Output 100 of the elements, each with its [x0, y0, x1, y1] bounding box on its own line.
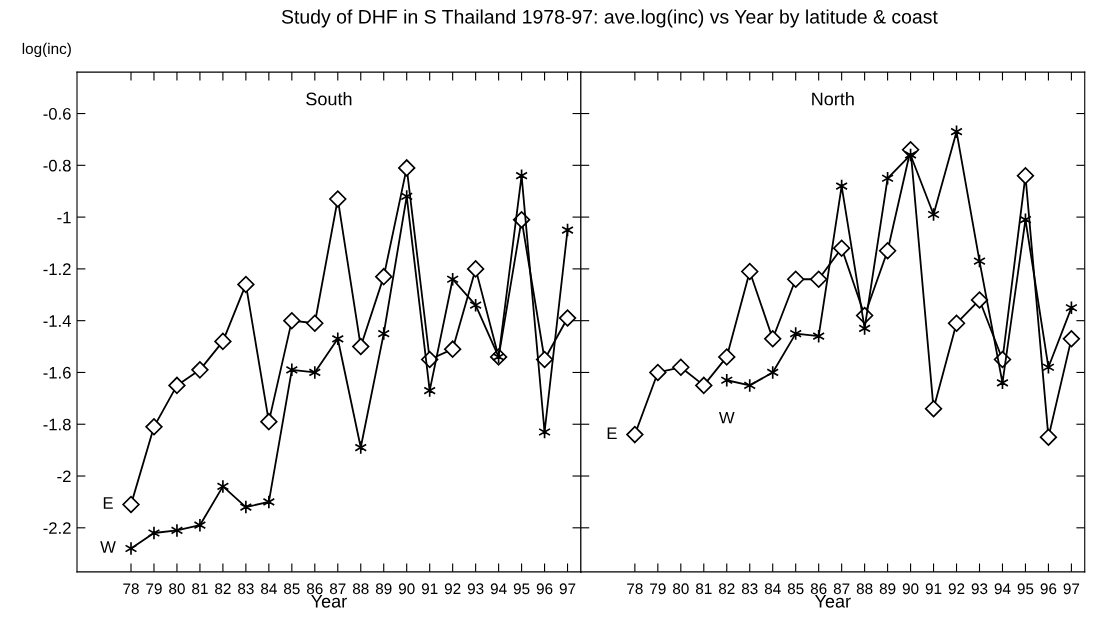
x-tick-label: 80: [169, 583, 185, 595]
point: [672, 358, 690, 376]
point: [193, 518, 207, 533]
point: [260, 412, 278, 431]
point: [809, 270, 828, 288]
y-tick-label: -2.2: [43, 522, 71, 534]
series-label: W: [718, 411, 735, 424]
point: [214, 332, 232, 351]
y-tick-label: -1.6: [43, 366, 71, 379]
y-tick-label: -0.6: [43, 107, 71, 120]
point: [718, 348, 736, 366]
point: [970, 291, 989, 309]
point: [216, 479, 230, 494]
point: [191, 361, 209, 379]
point: [375, 267, 393, 286]
y-tick-label: -1.4: [43, 315, 71, 327]
point: [832, 239, 851, 257]
point: [720, 373, 734, 388]
x-tick-label: 78: [123, 583, 139, 595]
x-tick-label: 89: [879, 583, 896, 595]
x-tick-label: 78: [627, 583, 643, 595]
point: [812, 329, 825, 344]
x-tick-label: 87: [833, 583, 850, 595]
x-axis-title: Year: [814, 595, 851, 608]
point: [398, 159, 416, 177]
x-tick-label: 86: [810, 583, 827, 595]
x-tick-label: 82: [718, 583, 735, 595]
x-tick-label: 87: [329, 583, 346, 595]
point: [443, 340, 462, 358]
point: [626, 425, 644, 444]
point: [377, 326, 390, 341]
x-axis-title: Year: [311, 595, 347, 608]
point: [262, 494, 276, 510]
point: [423, 383, 436, 398]
x-tick-label: 85: [284, 583, 300, 595]
x-tick-label: 92: [948, 583, 965, 595]
x-tick-label: 97: [1063, 583, 1080, 595]
y-tick-label: -0.8: [43, 159, 71, 172]
point: [354, 440, 368, 455]
text: North: [812, 92, 854, 106]
x-tick-label: 91: [421, 583, 438, 595]
point: [122, 495, 140, 514]
x-tick-label: 93: [467, 583, 484, 595]
x-tick-label: 83: [238, 583, 254, 595]
x-tick-label: 88: [856, 583, 873, 595]
point: [764, 330, 782, 348]
point: [170, 523, 184, 538]
y-tick-label: -1.2: [43, 263, 71, 275]
x-tick-label: 83: [741, 583, 758, 595]
x-tick-label: 90: [902, 583, 919, 595]
point: [145, 418, 163, 436]
point: [285, 362, 299, 377]
x-tick-label: 95: [1017, 583, 1034, 595]
x-tick-label: 89: [375, 583, 392, 595]
point: [352, 337, 370, 356]
point: [924, 400, 943, 418]
point: [695, 376, 713, 395]
point: [558, 309, 577, 327]
x-tick-label: 79: [146, 583, 162, 595]
point: [947, 314, 966, 332]
point: [329, 190, 347, 208]
point: [331, 331, 345, 346]
series-label: W: [100, 541, 116, 553]
point: [878, 242, 897, 260]
y-axis-title: log(inc): [22, 42, 71, 58]
x-tick-label: 80: [672, 583, 689, 595]
y-tick-label: -1.8: [43, 418, 71, 431]
x-tick-label: 96: [536, 583, 553, 595]
point: [239, 500, 253, 515]
y-tick-label: -1: [57, 211, 71, 224]
point: [306, 314, 324, 332]
chart-title: Study of DHF in S Thailand 1978-97: ave.log(inc) vs Year by latitude & coast: [281, 9, 938, 28]
point: [535, 350, 554, 369]
x-tick-label: 81: [192, 583, 208, 595]
y-tick-label: -2: [57, 470, 71, 483]
x-tick-label: 91: [925, 583, 942, 595]
x-tick-label: 85: [787, 583, 804, 595]
point: [743, 378, 756, 393]
x-tick-label: 94: [490, 583, 507, 595]
point: [1039, 428, 1058, 446]
point: [787, 270, 805, 288]
x-tick-label: 86: [306, 583, 323, 595]
point: [1062, 330, 1081, 348]
point: [466, 260, 485, 278]
x-tick-label: 84: [764, 583, 781, 595]
x-tick-label: 97: [559, 583, 576, 595]
x-tick-label: 82: [215, 583, 231, 595]
point: [283, 311, 301, 330]
point: [1016, 166, 1035, 185]
x-tick-label: 92: [444, 583, 461, 595]
point: [649, 363, 667, 382]
x-tick-label: 79: [650, 583, 666, 595]
x-tick-label: 94: [994, 583, 1011, 595]
x-tick-label: 90: [398, 583, 415, 595]
point: [308, 365, 322, 380]
point: [168, 376, 186, 395]
x-tick-label: 93: [971, 583, 988, 595]
point: [147, 525, 161, 541]
x-tick-label: 95: [513, 583, 530, 595]
x-tick-label: 84: [261, 583, 277, 595]
